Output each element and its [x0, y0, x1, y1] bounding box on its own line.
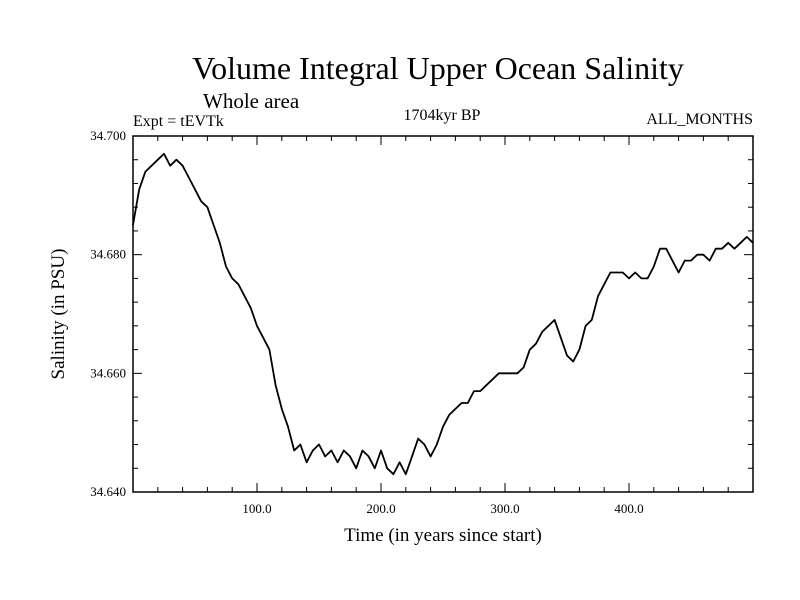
- x-tick-label: 400.0: [614, 501, 643, 516]
- y-tick-label: 34.680: [90, 247, 126, 262]
- y-tick-label: 34.640: [90, 484, 126, 499]
- chart-subtitle: Whole area: [203, 89, 300, 113]
- x-tick-label: 200.0: [366, 501, 395, 516]
- months-label: ALL_MONTHS: [646, 111, 753, 128]
- y-axis-ticks: [133, 159, 753, 469]
- experiment-label: Expt = tEVTk: [133, 113, 224, 130]
- y-tick-label: 34.700: [90, 128, 126, 143]
- x-tick-label: 300.0: [490, 501, 519, 516]
- chart-title: Volume Integral Upper Ocean Salinity: [192, 50, 684, 86]
- x-axis-tick-labels: 100.0 200.0 300.0 400.0: [242, 501, 643, 516]
- y-axis-tick-labels: 34.640 34.660 34.680 34.700: [90, 128, 126, 499]
- plot-frame: [132, 135, 754, 493]
- x-axis-ticks: [157, 136, 729, 492]
- salinity-series-line: [132, 152, 754, 476]
- period-label: 1704kyr BP: [404, 107, 481, 124]
- x-axis-label: Time (in years since start): [344, 525, 542, 546]
- x-tick-label: 100.0: [242, 501, 271, 516]
- y-axis-label: Salinity (in PSU): [48, 249, 69, 380]
- y-tick-label: 34.660: [90, 365, 126, 380]
